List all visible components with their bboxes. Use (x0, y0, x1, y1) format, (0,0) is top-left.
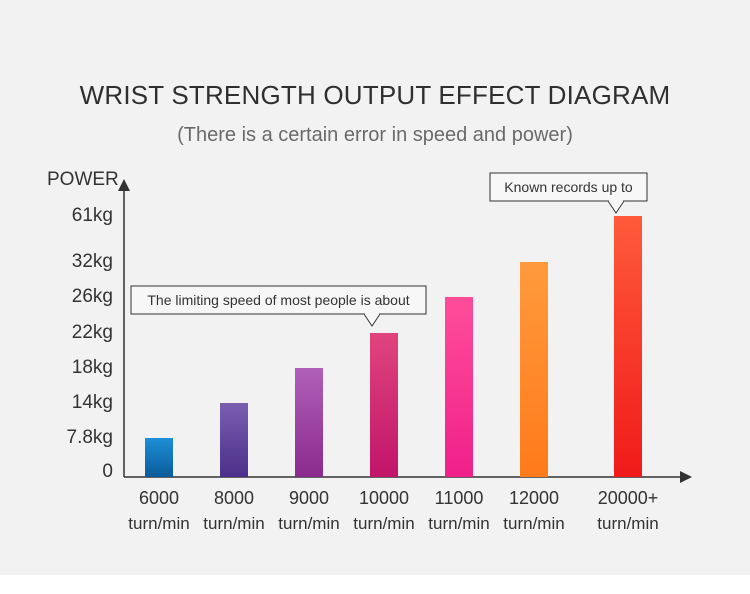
y-axis-label: POWER (47, 169, 119, 190)
y-tick-label: 0 (102, 461, 113, 482)
bar (295, 368, 323, 477)
x-tick-unit: turn/min (278, 514, 339, 533)
y-axis-arrow (118, 179, 130, 191)
x-tick-unit: turn/min (428, 514, 489, 533)
y-tick-label: 22kg (72, 322, 113, 343)
x-tick-label: 6000 (139, 488, 179, 508)
y-tick-label: 32kg (72, 251, 113, 272)
callout-text: The limiting speed of most people is abo… (147, 292, 409, 308)
x-tick-unit: turn/min (203, 514, 264, 533)
bar (520, 262, 548, 477)
bar (370, 333, 398, 477)
x-tick-label: 12000 (509, 488, 559, 508)
callout-pointer (363, 313, 381, 327)
x-tick-label: 11000 (435, 488, 484, 508)
x-tick-unit: turn/min (503, 514, 564, 533)
x-tick-unit: turn/min (353, 514, 414, 533)
bar (145, 438, 173, 477)
x-tick-label: 20000+ (598, 488, 659, 508)
y-tick-label: 61kg (72, 205, 113, 226)
callout-box (489, 172, 648, 202)
x-tick-label: 9000 (289, 488, 329, 508)
bar (445, 297, 473, 477)
callout-box (130, 285, 427, 315)
callout-text: Known records up to (504, 179, 633, 195)
y-tick-label: 14kg (72, 392, 113, 413)
x-tick-unit: turn/min (128, 514, 189, 533)
chart-subtitle: (There is a certain error in speed and p… (177, 124, 573, 146)
x-tick-unit: turn/min (597, 514, 658, 533)
bar (614, 216, 642, 477)
bar (220, 403, 248, 477)
x-axis-arrow (680, 471, 692, 483)
x-tick-label: 8000 (214, 488, 254, 508)
x-tick-label: 10000 (359, 488, 409, 508)
y-tick-label: 7.8kg (67, 427, 113, 448)
y-tick-label: 26kg (72, 286, 113, 307)
chart-title: WRIST STRENGTH OUTPUT EFFECT DIAGRAM (79, 80, 671, 110)
y-tick-label: 18kg (72, 357, 113, 378)
callout-pointer (607, 200, 625, 214)
